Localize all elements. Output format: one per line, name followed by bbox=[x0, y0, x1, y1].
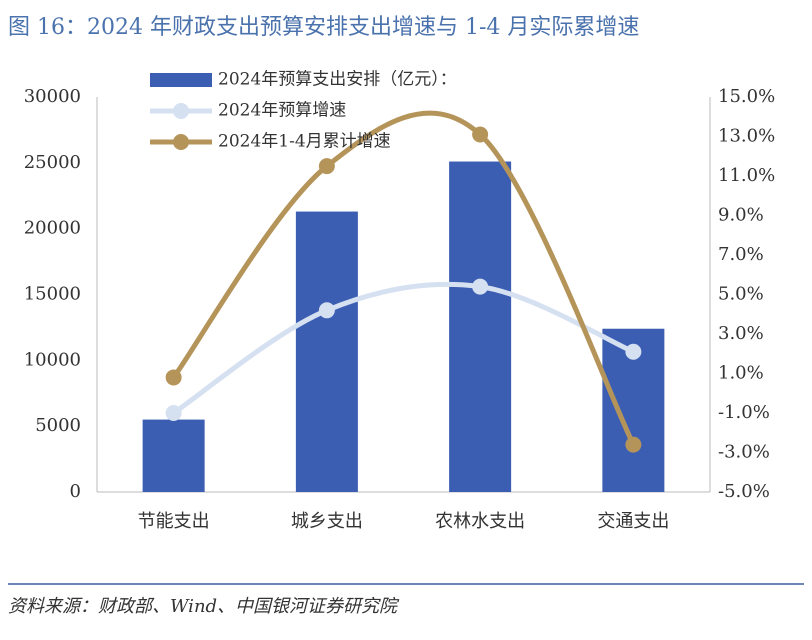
chart-title: 图 16：2024 年财政支出预算安排支出增速与 1-4 月实际累增速 bbox=[8, 15, 639, 40]
x-tick-label: 交通支出 bbox=[597, 511, 669, 532]
legend-label: 2024年预算增速 bbox=[218, 101, 346, 121]
y-tick-label: 10000 bbox=[24, 349, 81, 370]
y2-tick-label: 11.0% bbox=[718, 165, 775, 186]
point bbox=[165, 405, 182, 421]
y2-tick-label: -5.0% bbox=[718, 481, 770, 502]
y2-tick-label: -1.0% bbox=[718, 402, 770, 423]
y2-tick-label: 3.0% bbox=[718, 323, 764, 344]
point bbox=[625, 436, 642, 453]
y-tick-label: 20000 bbox=[24, 218, 81, 239]
y2-tick-label: 13.0% bbox=[718, 126, 775, 147]
y2-tick-label: -3.0% bbox=[718, 442, 770, 463]
x-tick-label: 农林水支出 bbox=[435, 511, 525, 532]
point bbox=[318, 302, 335, 319]
y-tick-label: 25000 bbox=[24, 152, 81, 173]
legend-label: 2024年预算支出安排（亿元）： bbox=[218, 70, 457, 90]
x-tick-label: 节能支出 bbox=[138, 511, 210, 532]
legend-swatch bbox=[173, 134, 189, 150]
x-tick-label: 城乡支出 bbox=[291, 511, 363, 532]
point bbox=[318, 158, 335, 175]
y-tick-label: 30000 bbox=[24, 86, 81, 107]
legend-swatch bbox=[173, 103, 189, 119]
point bbox=[472, 278, 489, 295]
y2-tick-label: 1.0% bbox=[718, 363, 764, 384]
bar bbox=[295, 211, 358, 493]
source: 资料来源：财政部、Wind、中国银河证券研究院 bbox=[8, 596, 400, 617]
point bbox=[625, 343, 642, 360]
y2-tick-label: 9.0% bbox=[718, 205, 764, 226]
y-tick-label: 0 bbox=[70, 481, 81, 502]
legend-swatch bbox=[150, 73, 212, 87]
legend-label: 2024年1-4月累计增速 bbox=[218, 132, 391, 152]
y2-tick-label: 15.0% bbox=[718, 86, 775, 107]
y2-tick-label: 7.0% bbox=[718, 244, 764, 265]
y2-tick-label: 5.0% bbox=[718, 284, 764, 305]
point bbox=[165, 369, 182, 386]
y-tick-label: 5000 bbox=[35, 415, 81, 436]
y-tick-label: 15000 bbox=[24, 284, 81, 305]
bar bbox=[142, 419, 205, 492]
line bbox=[172, 281, 635, 416]
line bbox=[171, 110, 636, 446]
bar bbox=[449, 161, 512, 492]
point bbox=[472, 126, 489, 143]
